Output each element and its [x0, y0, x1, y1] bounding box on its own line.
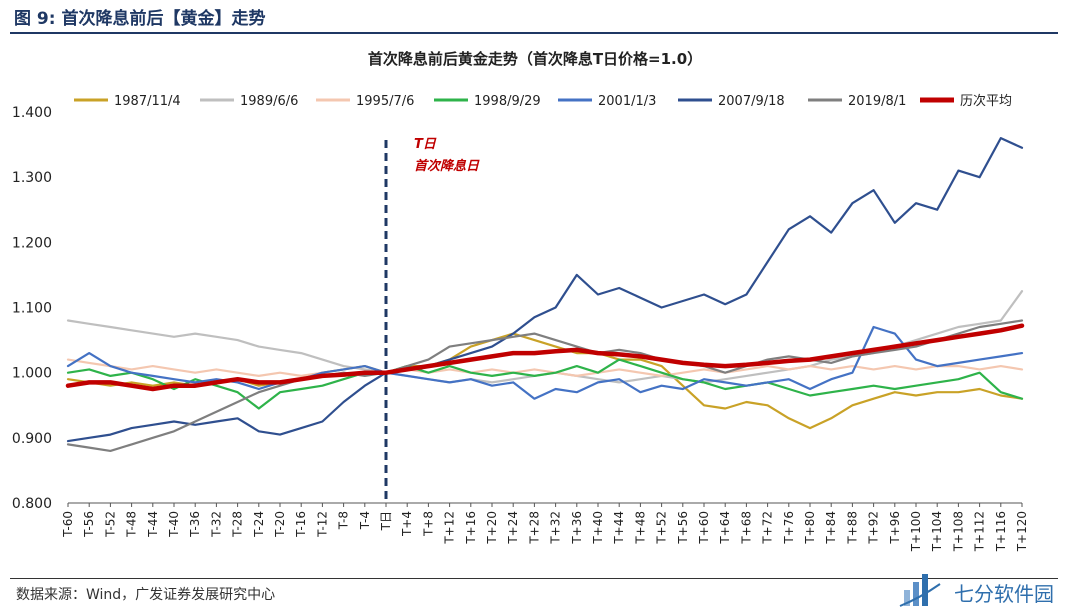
x-tick-label: T-48 [125, 511, 139, 538]
series-line-2019/8/1 [66, 319, 1024, 452]
x-tick-label: T-32 [209, 511, 223, 538]
x-tick-label: T-8 [337, 511, 351, 530]
x-tick-label: T+104 [930, 511, 944, 552]
chart-title: 首次降息前后黄金走势（首次降息T日价格=1.0） [368, 50, 702, 68]
x-tick-label: T-60 [61, 511, 75, 538]
x-tick-label: T+32 [549, 511, 563, 545]
gold-chart: 首次降息前后黄金走势（首次降息T日价格=1.0） 0.800 0.900 1.000 1… [12, 50, 1029, 552]
x-tick-label: T-20 [273, 511, 287, 538]
y-tick-label: 1.200 [12, 235, 52, 251]
legend-label: 1987/11/4 [114, 94, 181, 109]
x-tick-label: T日 [379, 511, 393, 531]
legend-label: 2001/1/3 [598, 94, 656, 109]
legend-label: 历次平均 [960, 93, 1012, 109]
legend-label: 2007/9/18 [718, 94, 785, 109]
source-note: 数据来源：Wind，广发证券发展研究中心 [16, 587, 276, 603]
series-line-历次平均 [65, 323, 1025, 392]
x-tick-label: T+44 [612, 511, 626, 545]
x-tick-label: T+8 [421, 511, 435, 537]
legend-label: 2019/8/1 [848, 94, 906, 109]
x-tick-label: T-4 [358, 511, 372, 530]
x-tick-label: T-12 [315, 511, 329, 538]
annotation-first-cut-day: 首次降息日 [414, 158, 480, 174]
x-tick-label: T+36 [570, 511, 584, 545]
x-tick-label: T+64 [718, 511, 732, 545]
x-tick-label: T+48 [633, 511, 647, 545]
x-tick-label: T-24 [252, 511, 266, 538]
x-tick-label: T-16 [294, 511, 308, 538]
bottom-divider [10, 578, 1058, 579]
x-tick-label: T+52 [655, 511, 669, 545]
x-tick-label: T+108 [951, 511, 965, 552]
annotation-t-day: T日 [414, 137, 437, 152]
x-tick-label: T+80 [803, 511, 817, 545]
x-tick-label: T+88 [845, 511, 859, 545]
y-tick-label: 0.800 [12, 496, 52, 512]
figure-label: 图 9: [14, 9, 56, 29]
x-tick-label: T+100 [909, 511, 923, 552]
x-tick-label: T-28 [231, 511, 245, 538]
x-tick-label: T-56 [82, 511, 96, 538]
x-tick-label: T+76 [782, 511, 796, 545]
x-tick-label: T+72 [761, 511, 775, 545]
x-tick-label: T+20 [485, 511, 499, 545]
x-tick-label: T-44 [146, 511, 160, 538]
x-tick-label: T-40 [167, 511, 181, 538]
x-tick-label: T+24 [506, 511, 520, 545]
x-tick-label: T+40 [591, 511, 605, 545]
x-tick-label: T+112 [973, 511, 987, 552]
y-tick-label: 0.900 [12, 431, 52, 447]
top-divider [10, 32, 1058, 34]
x-tick-label: T+60 [697, 511, 711, 545]
figure-title: 图 9: 首次降息前后【黄金】走势 [14, 4, 265, 29]
series-line-2007/9/18 [66, 137, 1024, 443]
x-tick-label: T-52 [103, 511, 117, 538]
y-tick-label: 1.000 [12, 366, 52, 382]
x-tick-label: T+84 [824, 511, 838, 545]
y-tick-label: 1.400 [12, 105, 52, 121]
x-tick-label: T+16 [464, 511, 478, 545]
x-tick-label: T+96 [888, 511, 902, 545]
x-tick-label: T+116 [994, 511, 1008, 552]
x-tick-label: T+4 [400, 511, 414, 537]
legend-label: 1995/7/6 [356, 94, 414, 109]
watermark-logo-icon [899, 574, 941, 607]
series-line-1998/9/29 [66, 358, 1024, 410]
x-tick-label: T+56 [676, 511, 690, 545]
x-tick-label: T+12 [443, 511, 457, 545]
legend-label: 1998/9/29 [474, 94, 541, 109]
figure-title-text: 首次降息前后【黄金】走势 [61, 9, 266, 29]
x-tick-label: T+68 [739, 511, 753, 545]
x-tick-label: T-36 [188, 511, 202, 538]
watermark: 七分软件园 [896, 568, 1066, 610]
x-tick-label: T+28 [527, 511, 541, 545]
y-tick-label: 1.100 [12, 301, 52, 317]
x-tick-label: T+92 [867, 511, 881, 545]
y-tick-label: 1.300 [12, 170, 52, 186]
series-line-1995/7/6 [66, 358, 1024, 377]
legend-label: 1989/6/6 [240, 94, 298, 109]
x-tick-label: T+120 [1015, 511, 1029, 552]
watermark-text: 七分软件园 [954, 582, 1054, 606]
